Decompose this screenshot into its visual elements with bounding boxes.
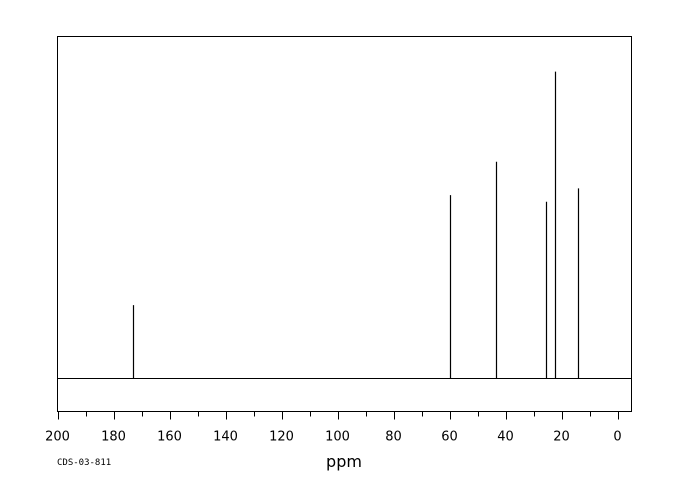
x-tick-label: 180 (101, 430, 126, 445)
x-tick-label: 100 (325, 430, 350, 445)
x-tick-label: 0 (613, 430, 621, 445)
plot-frame (57, 36, 632, 412)
x-tick-label: 200 (45, 430, 70, 445)
x-axis-label: ppm (326, 452, 362, 471)
x-tick-label: 160 (157, 430, 182, 445)
x-tick-label: 140 (213, 430, 238, 445)
x-tick-label: 40 (497, 430, 514, 445)
x-tick-label: 80 (385, 430, 402, 445)
spectrum-peaks (57, 71, 632, 379)
x-axis-ticks (58, 411, 619, 420)
x-tick-label: 20 (553, 430, 570, 445)
x-tick-label: 120 (269, 430, 294, 445)
x-tick-label: 60 (441, 430, 458, 445)
x-axis-tick-labels: 200 180 160 140 120 100 80 60 40 20 0 (45, 430, 622, 445)
spectrum-code-label: CDS-03-811 (57, 458, 111, 468)
